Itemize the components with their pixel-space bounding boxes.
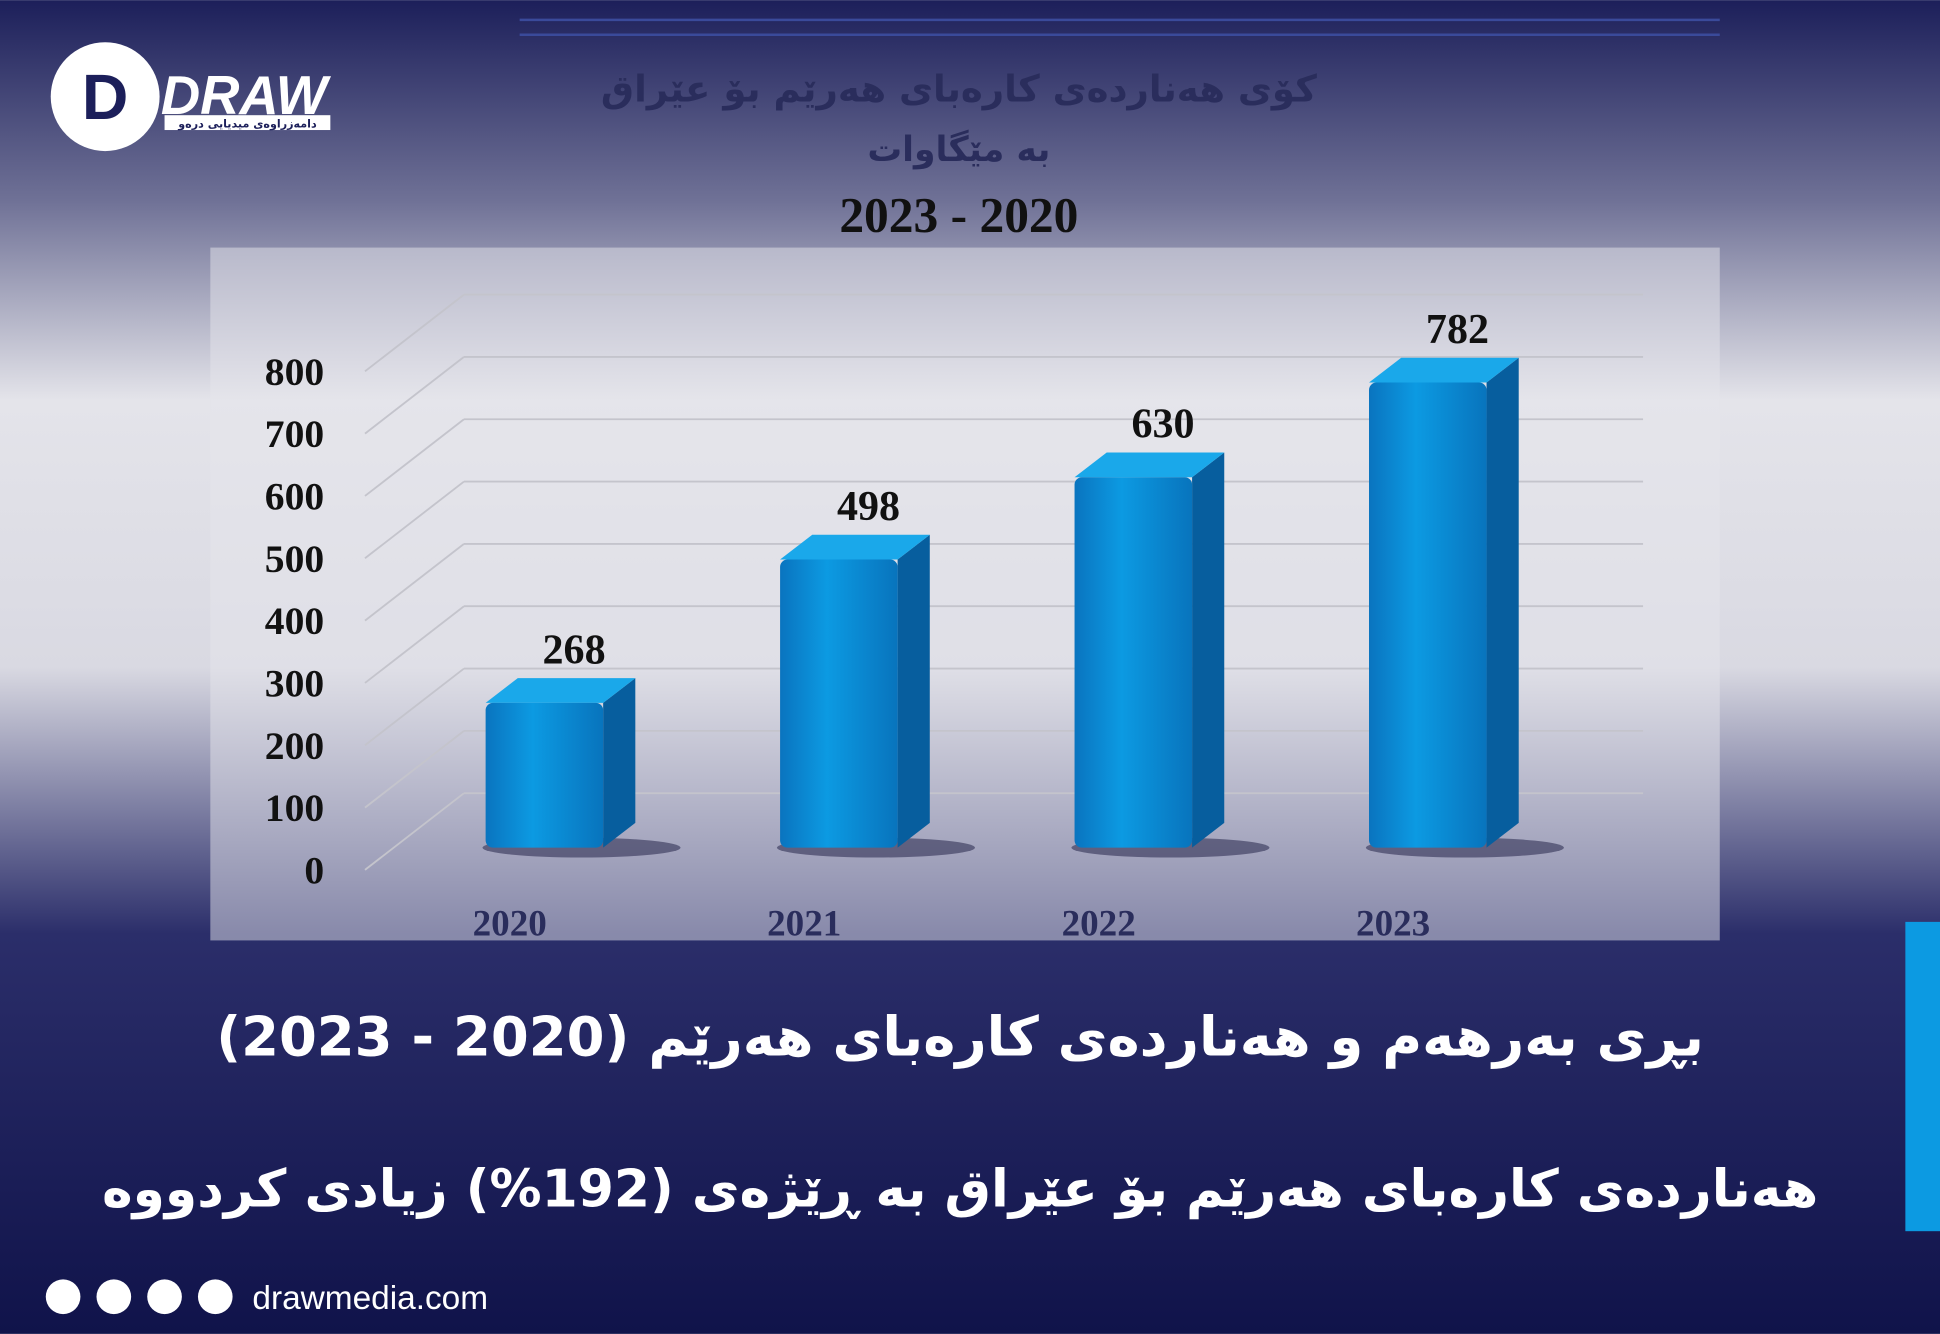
bar-top	[1074, 452, 1225, 478]
logo-tagline: دامەزراوەی میدیایی درەو	[177, 118, 317, 131]
tiktok-icon[interactable]	[197, 1279, 233, 1315]
logo-mark: D	[82, 61, 128, 133]
value-label: 498	[837, 484, 900, 530]
value-label: 268	[543, 627, 606, 673]
bar-top	[780, 534, 930, 560]
social-icons	[45, 1279, 233, 1315]
accent-bar	[1905, 921, 1940, 1232]
bar-top	[1369, 357, 1519, 383]
logo-circle	[50, 42, 160, 152]
bar-side	[1192, 452, 1225, 848]
headline-subtitle: هەناردەی کارەبای هەرێم بۆ عێراق بە ڕێژەی…	[102, 1159, 1818, 1219]
bar	[780, 559, 898, 848]
y-tick-label: 800	[265, 350, 324, 394]
bar	[1369, 382, 1487, 848]
bar-side	[603, 678, 636, 848]
grid-line	[364, 543, 465, 622]
y-tick-label: 200	[265, 724, 324, 768]
chart-title: کۆی هەناردەی کارەبای هەرێم بۆ عێراق	[601, 68, 1317, 111]
bar-top	[485, 678, 636, 703]
bar	[485, 702, 604, 848]
grid-line	[364, 418, 465, 497]
website[interactable]: drawmedia.com	[252, 1280, 488, 1317]
chart-subtitle: بە مێگاوات	[867, 129, 1050, 170]
grid-line	[364, 730, 465, 809]
logo-tag-bg	[164, 115, 331, 131]
twitter-icon[interactable]	[147, 1279, 182, 1315]
value-label: 782	[1426, 307, 1489, 353]
y-tick-label: 700	[265, 412, 324, 456]
facebook-icon[interactable]	[45, 1279, 81, 1315]
value-label: 630	[1131, 402, 1194, 448]
chart-period: 2023 - 2020	[839, 187, 1078, 242]
logo: D DRAW دامەزراوەی میدیایی درەو	[50, 42, 332, 152]
headline-title: بڕی بەرهەم و هەناردەی کارەبای هەرێم (202…	[216, 1004, 1704, 1069]
grid-line	[364, 293, 465, 373]
grid-line	[364, 667, 465, 746]
bar-side	[897, 534, 930, 848]
bar-side	[1486, 357, 1519, 848]
y-tick-label: 100	[265, 786, 324, 830]
grid-line	[364, 356, 465, 435]
y-tick-label: 400	[265, 599, 324, 643]
grid-line	[364, 605, 465, 684]
y-tick-label: 300	[265, 662, 324, 706]
bar	[1074, 477, 1193, 848]
x-tick-label: 2022	[1062, 903, 1136, 944]
instagram-icon[interactable]	[96, 1279, 132, 1315]
grid-line	[364, 480, 465, 560]
grid-line	[364, 792, 465, 871]
x-tick-label: 2020	[473, 903, 547, 944]
chart: 0 100 200 300 400 500 600 700 800 2020 268 2021 498 2…	[210, 247, 1720, 944]
y-tick-label: 600	[265, 475, 324, 519]
x-tick-label: 2023	[1356, 903, 1430, 944]
y-tick-label: 500	[265, 537, 324, 581]
y-tick-label: 0	[304, 849, 324, 893]
x-tick-label: 2021	[767, 903, 841, 944]
